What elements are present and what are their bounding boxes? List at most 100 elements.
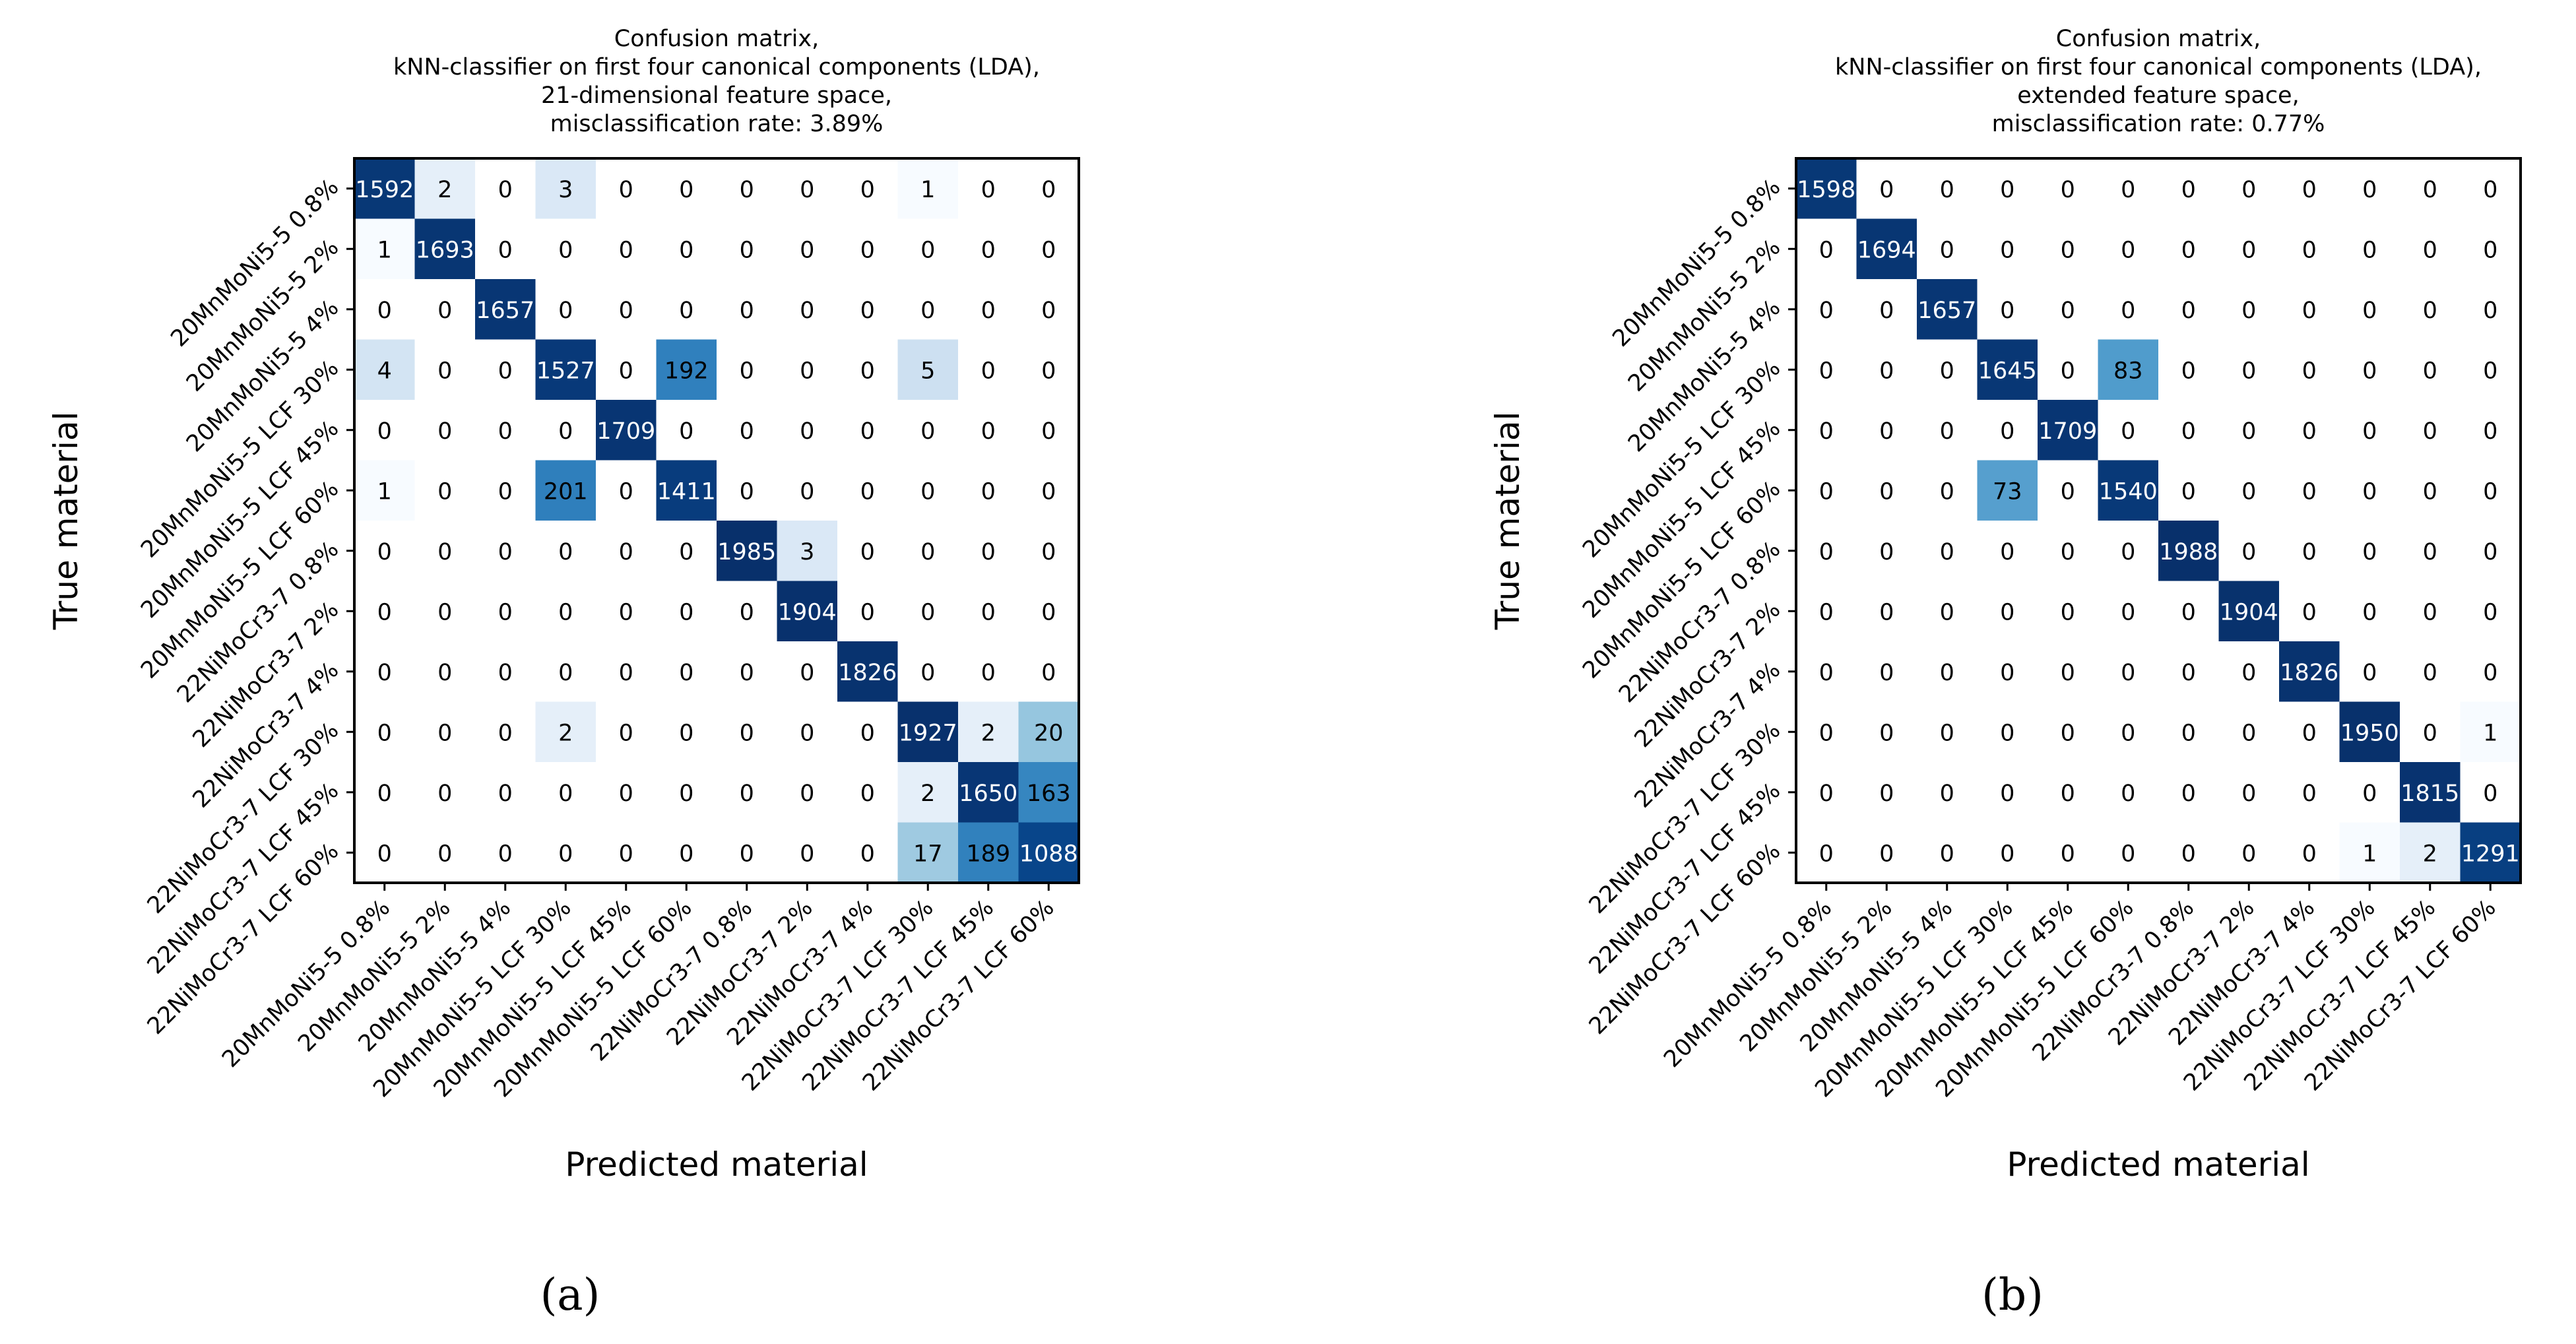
cell-value-label: 1657: [476, 298, 534, 324]
cell-value-label: 0: [1819, 841, 1834, 867]
matrix-cell: [656, 581, 717, 642]
cell-value-label: 0: [558, 539, 573, 565]
matrix-cell: [1856, 218, 1917, 280]
chart-title-line: kNN-classifier on first four canonical c…: [1835, 54, 2482, 80]
cell-value-label: 0: [2121, 298, 2135, 324]
cell-value-label: 0: [377, 539, 392, 565]
matrix-cell: [958, 641, 1019, 702]
matrix-cell: [2339, 218, 2400, 280]
matrix-cell: [1018, 460, 1079, 521]
matrix-cell: [1018, 218, 1079, 280]
cell-value-label: 0: [619, 539, 633, 565]
cell-value-label: 0: [860, 720, 875, 746]
cell-value-label: 0: [740, 781, 754, 807]
cell-value-label: 0: [619, 660, 633, 686]
cell-value-label: 0: [2362, 177, 2377, 203]
matrix-cell: [2098, 762, 2159, 823]
matrix-cell: [2038, 641, 2098, 702]
cell-value-label: 0: [2241, 237, 2256, 263]
cell-value-label: 0: [1041, 358, 1056, 384]
matrix-cell: [656, 701, 717, 763]
matrix-cell: [777, 581, 838, 642]
matrix-cell: [354, 158, 415, 219]
matrix-cell: [2460, 822, 2521, 883]
cell-value-label: 0: [2121, 599, 2135, 625]
matrix-cell: [475, 460, 536, 521]
matrix-cell: [837, 339, 898, 400]
matrix-cell: [2218, 581, 2280, 642]
cell-value-label: 0: [2121, 660, 2135, 686]
matrix-cell: [958, 762, 1019, 823]
cell-value-label: 0: [800, 298, 814, 324]
matrix-cell: [837, 641, 898, 702]
cell-value-label: 0: [2362, 599, 2377, 625]
matrix-cell: [777, 641, 838, 702]
cell-value-label: 0: [981, 418, 996, 445]
matrix-cell: [2400, 641, 2461, 702]
matrix-cell: [656, 218, 717, 280]
matrix-cell: [2400, 701, 2461, 763]
cell-value-label: 163: [1027, 781, 1071, 807]
cell-value-label: 0: [498, 720, 513, 746]
cell-value-label: 0: [558, 599, 573, 625]
cell-value-label: 0: [377, 720, 392, 746]
cell-value-label: 0: [1041, 660, 1056, 686]
cell-value-label: 0: [2302, 781, 2317, 807]
cell-value-label: 0: [981, 177, 996, 203]
cell-value-label: 201: [544, 478, 588, 505]
matrix-cell: [717, 400, 777, 461]
cell-value-label: 0: [1940, 539, 1954, 565]
matrix-cell: [414, 460, 476, 521]
matrix-cell: [2098, 521, 2159, 581]
matrix-cell: [1917, 158, 1978, 219]
matrix-cell: [2339, 400, 2400, 461]
cell-value-label: 0: [2302, 841, 2317, 867]
cell-value-label: 0: [800, 358, 814, 384]
cell-value-label: 189: [966, 841, 1010, 867]
cell-value-label: 0: [1940, 841, 1954, 867]
matrix-cell: [837, 762, 898, 823]
cell-value-label: 0: [377, 599, 392, 625]
cell-value-label: 0: [2423, 478, 2437, 505]
matrix-cell: [535, 279, 596, 340]
cell-value-label: 0: [2061, 177, 2075, 203]
matrix-cell: [1018, 158, 1079, 219]
cell-value-label: 0: [2483, 781, 2497, 807]
cell-value-label: 0: [1940, 418, 1954, 445]
matrix-cell: [2158, 158, 2219, 219]
cell-value-label: 0: [377, 660, 392, 686]
matrix-cell: [2460, 701, 2521, 763]
matrix-cell: [1018, 701, 1079, 763]
matrix-cell: [414, 158, 476, 219]
matrix-cell: [717, 158, 777, 219]
cell-value-label: 0: [2423, 418, 2437, 445]
cell-value-label: 0: [558, 418, 573, 445]
matrix-cell: [2218, 641, 2280, 702]
cell-value-label: 0: [740, 841, 754, 867]
cell-value-label: 0: [2181, 418, 2196, 445]
matrix-cell: [2098, 339, 2159, 400]
matrix-cell: [1018, 279, 1079, 340]
cell-value-label: 0: [860, 781, 875, 807]
cell-value-label: 0: [2061, 599, 2075, 625]
cell-value-label: 0: [2000, 298, 2014, 324]
matrix-cell: [656, 460, 717, 521]
matrix-cell: [2158, 822, 2219, 883]
cell-value-label: 3: [558, 177, 573, 203]
cell-value-label: 0: [619, 478, 633, 505]
cell-value-label: 0: [2302, 237, 2317, 263]
cell-value-label: 0: [981, 237, 996, 263]
matrix-cell: [2218, 762, 2280, 823]
matrix-cell: [596, 521, 657, 581]
matrix-cell: [777, 521, 838, 581]
cell-value-label: 0: [498, 841, 513, 867]
cell-value-label: 1: [377, 237, 392, 263]
cell-value-label: 0: [800, 720, 814, 746]
cell-value-label: 0: [619, 841, 633, 867]
matrix-cell: [414, 822, 476, 883]
matrix-cell: [2400, 218, 2461, 280]
matrix-cell: [2218, 822, 2280, 883]
cell-value-label: 0: [2181, 841, 2196, 867]
matrix-cell: [2400, 762, 2461, 823]
matrix-cell: [2038, 400, 2098, 461]
